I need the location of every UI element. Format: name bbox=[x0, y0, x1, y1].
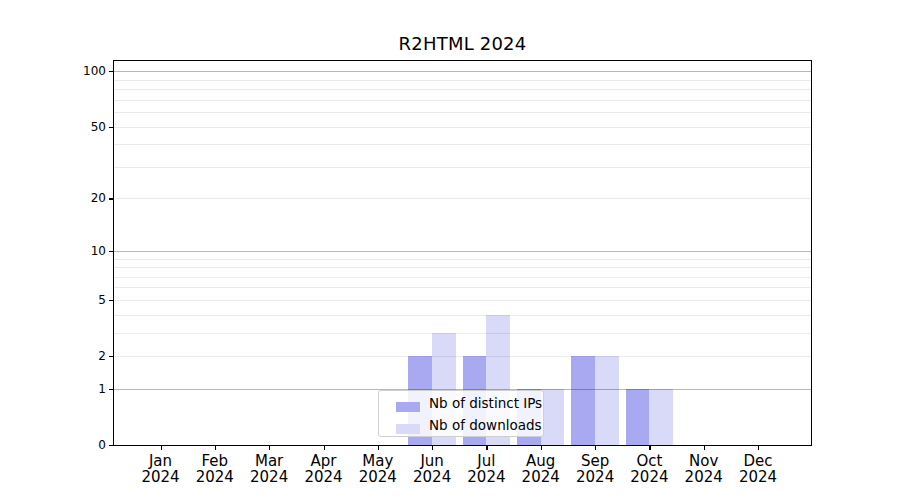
gridline-major-100 bbox=[114, 71, 811, 72]
gridline-minor-7 bbox=[114, 277, 811, 278]
y-tick-100 bbox=[109, 71, 114, 72]
legend-label-distinct-ips: Nb of distinct IPs bbox=[429, 395, 542, 411]
gridline-minor-70 bbox=[114, 100, 811, 101]
y-tick-label-1: 1 bbox=[66, 382, 106, 396]
chart-title: R2HTML 2024 bbox=[114, 33, 811, 54]
bar-nb-of-distinct-ips-sep bbox=[571, 356, 595, 445]
y-tick-2 bbox=[109, 356, 114, 357]
gridline-minor-30 bbox=[114, 167, 811, 168]
x-tick-oct bbox=[649, 445, 650, 450]
gridline-major-10 bbox=[114, 251, 811, 252]
bar-nb-of-downloads-oct bbox=[649, 389, 673, 445]
legend: Nb of distinct IPs Nb of downloads bbox=[378, 390, 544, 437]
gridline-minor-8 bbox=[114, 267, 811, 268]
y-tick-0 bbox=[109, 445, 114, 446]
gridline-minor-9 bbox=[114, 259, 811, 260]
gridline-minor-6 bbox=[114, 287, 811, 288]
y-tick-label-10: 10 bbox=[66, 244, 106, 258]
y-tick-10 bbox=[109, 251, 114, 252]
gridline-minor-20 bbox=[114, 198, 811, 199]
x-tick-aug bbox=[541, 445, 542, 450]
gridline-minor-5 bbox=[114, 300, 811, 301]
y-tick-label-20: 20 bbox=[66, 191, 106, 205]
y-tick-1 bbox=[109, 389, 114, 390]
y-tick-label-100: 100 bbox=[66, 64, 106, 78]
legend-swatch-distinct-ips bbox=[396, 402, 420, 412]
y-tick-5 bbox=[109, 300, 114, 301]
gridline-minor-40 bbox=[114, 144, 811, 145]
x-tick-nov bbox=[704, 445, 705, 450]
x-tick-apr bbox=[324, 445, 325, 450]
x-tick-dec bbox=[758, 445, 759, 450]
y-tick-50 bbox=[109, 127, 114, 128]
y-tick-20 bbox=[109, 198, 114, 199]
gridline-minor-50 bbox=[114, 127, 811, 128]
y-tick-label-2: 2 bbox=[66, 349, 106, 363]
x-tick-sep bbox=[595, 445, 596, 450]
legend-item-distinct-ips: Nb of distinct IPs bbox=[379, 397, 543, 417]
y-tick-label-5: 5 bbox=[66, 293, 106, 307]
legend-label-downloads: Nb of downloads bbox=[429, 417, 542, 433]
gridline-minor-2 bbox=[114, 356, 811, 357]
gridline-minor-4 bbox=[114, 315, 811, 316]
gridline-minor-60 bbox=[114, 112, 811, 113]
legend-swatch-downloads bbox=[396, 424, 420, 434]
gridline-minor-3 bbox=[114, 333, 811, 334]
chart-figure: R2HTML 2024 0125102050100Jan2024Feb2024M… bbox=[0, 0, 900, 500]
bar-nb-of-downloads-aug bbox=[541, 389, 565, 445]
x-tick-feb bbox=[215, 445, 216, 450]
x-tick-may bbox=[378, 445, 379, 450]
bar-nb-of-downloads-sep bbox=[595, 356, 619, 445]
y-tick-label-0: 0 bbox=[66, 438, 106, 452]
gridline-minor-80 bbox=[114, 89, 811, 90]
legend-item-downloads: Nb of downloads bbox=[379, 419, 543, 439]
y-tick-label-50: 50 bbox=[66, 120, 106, 134]
gridline-minor-90 bbox=[114, 80, 811, 81]
x-tick-mar bbox=[269, 445, 270, 450]
x-tick-jun bbox=[432, 445, 433, 450]
x-tick-jan bbox=[161, 445, 162, 450]
x-tick-jul bbox=[486, 445, 487, 450]
x-tick-label-dec: Dec2024 bbox=[726, 453, 790, 485]
bar-nb-of-distinct-ips-oct bbox=[626, 389, 650, 445]
